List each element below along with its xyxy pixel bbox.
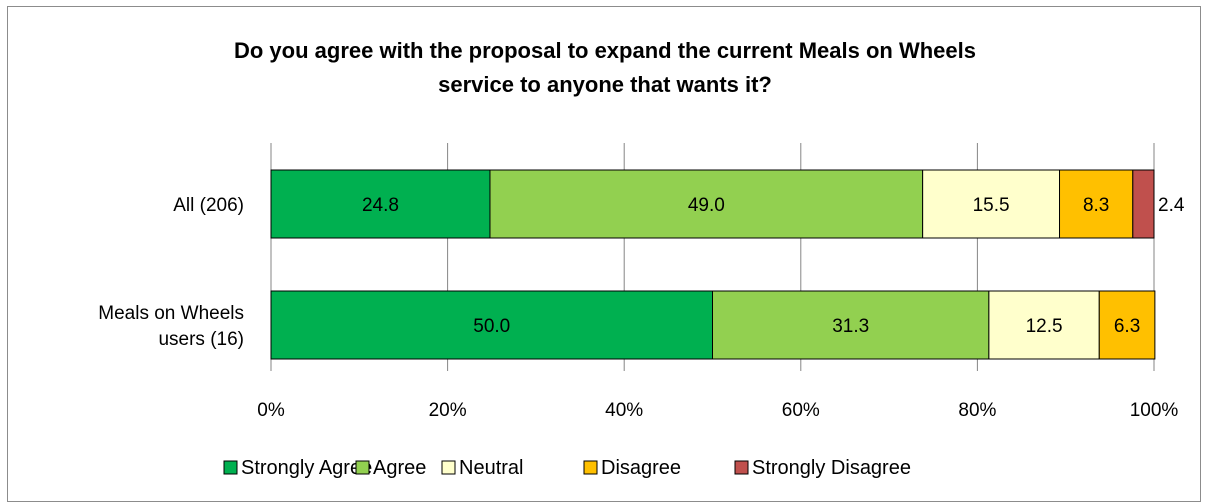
bar-segment xyxy=(1059,169,1134,239)
data-label: 24.8 xyxy=(362,195,399,216)
data-label: 8.3 xyxy=(1083,195,1109,216)
data-label: 49.0 xyxy=(688,195,725,216)
x-tick-label: 40% xyxy=(605,400,643,421)
category-labels: All (206) Meals on Wheels users (16) xyxy=(98,195,244,350)
legend: Strongly Agree Agree Neutral Disagree Strong… xyxy=(223,457,911,479)
chart-title-line: Do you agree with the proposal to expand… xyxy=(234,38,976,63)
legend-swatch xyxy=(441,460,456,475)
legend-swatch xyxy=(583,460,598,475)
category-label: Meals on Wheels xyxy=(98,303,244,324)
bar-segment xyxy=(1132,169,1155,239)
legend-label: Disagree xyxy=(601,457,681,479)
data-label: 12.5 xyxy=(1026,316,1063,337)
data-label: 31.3 xyxy=(832,316,869,337)
chart-title: Do you agree with the proposal to expand… xyxy=(234,38,976,97)
x-tick-label: 60% xyxy=(782,400,820,421)
legend-label: Strongly Agree xyxy=(241,457,372,479)
data-label: 50.0 xyxy=(473,316,510,337)
x-tick-label: 100% xyxy=(1130,400,1179,421)
data-labels: 24.8 49.0 15.5 8.3 2.4 50.0 31.3 12.5 6.3 xyxy=(362,195,1185,337)
data-label: 15.5 xyxy=(973,195,1010,216)
data-label: 2.4 xyxy=(1158,195,1185,216)
x-tick-label: 0% xyxy=(257,400,285,421)
category-label: All (206) xyxy=(173,195,244,216)
bars xyxy=(270,169,1156,360)
bar-segment xyxy=(988,290,1100,360)
bar-segment xyxy=(270,290,713,360)
bar-segment xyxy=(1098,290,1156,360)
chart-title-line: service to anyone that wants it? xyxy=(438,72,772,97)
x-axis-ticks: 0% 20% 40% 60% 80% 100% xyxy=(257,400,1178,421)
legend-swatch xyxy=(355,460,370,475)
legend-swatch xyxy=(223,460,238,475)
bar-segment xyxy=(712,290,990,360)
legend-label: Agree xyxy=(373,457,426,479)
stacked-bar-chart: Do you agree with the proposal to expand… xyxy=(98,38,1185,479)
data-label: 6.3 xyxy=(1114,316,1140,337)
legend-swatch xyxy=(734,460,749,475)
x-tick-label: 20% xyxy=(429,400,467,421)
category-label: users (16) xyxy=(158,329,244,350)
bar-segment xyxy=(270,169,491,239)
x-tick-label: 80% xyxy=(958,400,996,421)
legend-label: Strongly Disagree xyxy=(752,457,911,479)
legend-label: Neutral xyxy=(459,457,523,479)
chart-frame: Do you agree with the proposal to expand… xyxy=(7,6,1201,502)
